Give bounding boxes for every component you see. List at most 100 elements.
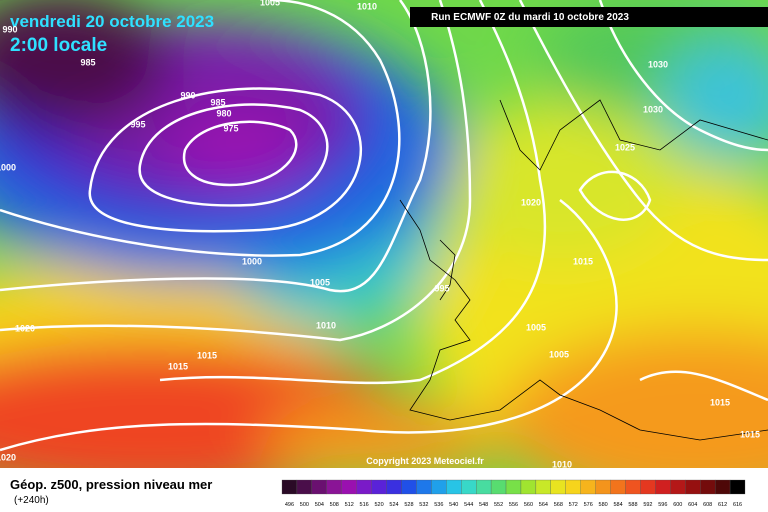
scale-label: 552	[494, 502, 503, 508]
scale-swatch	[416, 479, 432, 495]
scale-swatch	[580, 479, 596, 495]
scale-swatch	[565, 479, 581, 495]
scale-label: 504	[315, 502, 324, 508]
color-scale: 496 500 504 508 512 516 520 524 528 532 536 540 544 5…	[281, 479, 746, 508]
isobar-label: 1030	[643, 104, 663, 114]
scale-label: 560	[524, 502, 533, 508]
isobar-label: 1005	[310, 277, 330, 287]
scale-label: 516	[360, 502, 369, 508]
scale-swatch	[446, 479, 462, 495]
isobar-label: 975	[223, 123, 238, 133]
scale-swatch	[685, 479, 701, 495]
scale-swatch	[670, 479, 686, 495]
run-banner	[410, 7, 768, 27]
scale-label: 596	[658, 502, 667, 508]
isobar-label: 1015	[573, 256, 593, 266]
scale-label: 580	[599, 502, 608, 508]
scale-label: 572	[569, 502, 578, 508]
isobar-label: 1000	[0, 162, 16, 172]
scale-label: 540	[449, 502, 458, 508]
scale-label: 576	[584, 502, 593, 508]
scale-swatch	[714, 479, 731, 495]
scale-swatch	[535, 479, 551, 495]
scale-label: 608	[703, 502, 712, 508]
scale-label: 612	[718, 502, 727, 508]
scale-label: 496	[285, 502, 294, 508]
scale-swatch	[431, 479, 447, 495]
date-label: vendredi 20 octobre 2023	[10, 12, 214, 31]
scale-label: 544	[464, 502, 473, 508]
isobar-label: 1030	[648, 59, 668, 69]
scale-label: 604	[688, 502, 697, 508]
isobar-label: 1010	[552, 459, 572, 469]
footer-title: Géop. z500, pression niveau mer	[10, 477, 212, 492]
isobar-label: 1010	[357, 1, 377, 11]
scale-label: 584	[613, 502, 622, 508]
scale-swatch	[700, 479, 716, 495]
isobar-label: 1015	[740, 429, 760, 439]
scale-swatch	[341, 479, 357, 495]
isobar-label: 1005	[526, 322, 546, 332]
scale-label: 600	[673, 502, 682, 508]
scale-label: 508	[330, 502, 339, 508]
isobar-label: 990	[180, 90, 195, 100]
scale-label: 568	[554, 502, 563, 508]
scale-label: 564	[539, 502, 548, 508]
scale-swatch	[371, 479, 387, 495]
scale-swatch	[281, 479, 298, 495]
scale-swatch	[625, 479, 641, 495]
isobar-label: 1020	[15, 323, 35, 333]
isobar-label: 985	[80, 57, 95, 67]
scale-swatch	[550, 479, 566, 495]
scale-label: 500	[300, 502, 309, 508]
scale-swatch	[326, 479, 342, 495]
isobar-label: 1005	[260, 0, 280, 7]
scale-label: 524	[389, 502, 398, 508]
isobar-labels: 1005101099098599098598099597510001030103…	[0, 0, 761, 469]
scale-swatch	[595, 479, 611, 495]
scale-swatch	[461, 479, 477, 495]
isobar-label: 995	[130, 119, 145, 129]
scale-label: 548	[479, 502, 488, 508]
isobar-label: 980	[216, 108, 231, 118]
scale-swatch	[520, 479, 537, 495]
isobar-label: 1020	[521, 197, 541, 207]
scale-label: 592	[643, 502, 652, 508]
scale-swatch	[476, 479, 492, 495]
scale-label: 536	[434, 502, 443, 508]
lead-time: (+240h)	[14, 495, 49, 506]
scale-swatch	[296, 479, 313, 495]
isobar-label: 1020	[0, 452, 16, 462]
isobar-label: 1015	[710, 397, 730, 407]
isobar-label: 990	[2, 24, 17, 34]
isobars	[0, 0, 768, 452]
scale-swatch	[655, 479, 671, 495]
scale-swatch	[505, 479, 522, 495]
scale-label: 588	[628, 502, 637, 508]
copyright: Copyright 2023 Meteociel.fr	[366, 456, 484, 466]
scale-label: 532	[419, 502, 428, 508]
coastlines	[399, 99, 768, 441]
isobar-label: 1010	[316, 320, 336, 330]
scale-label: 520	[374, 502, 383, 508]
isobar-label: 1000	[242, 256, 262, 266]
scale-swatch	[356, 479, 372, 495]
scale-swatch	[386, 479, 402, 495]
scale-label: 512	[345, 502, 354, 508]
isobar-label: 1015	[168, 361, 188, 371]
isobar-label: 1025	[615, 142, 635, 152]
run-label: Run ECMWF 0Z du mardi 10 octobre 2023	[431, 12, 629, 23]
scale-swatch	[311, 479, 327, 495]
time-label: 2:00 locale	[10, 35, 107, 56]
scale-swatch	[401, 479, 417, 495]
scale-label: 556	[509, 502, 518, 508]
scale-label: 528	[404, 502, 413, 508]
isobar-label: 1015	[197, 350, 217, 360]
scale-swatch	[729, 479, 746, 495]
isobar-label: 985	[210, 97, 225, 107]
scale-swatch	[640, 479, 656, 495]
scale-swatch	[490, 479, 507, 495]
